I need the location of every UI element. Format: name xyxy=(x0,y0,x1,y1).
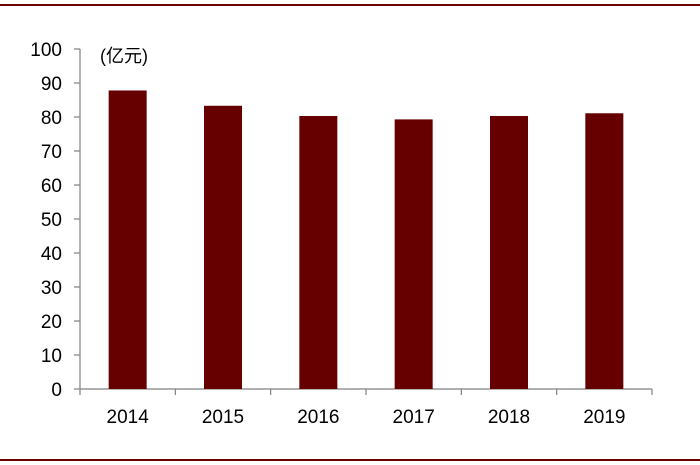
y-tick-label: 70 xyxy=(41,142,62,163)
y-tick-label: 100 xyxy=(30,40,62,61)
bar-2014 xyxy=(108,90,147,389)
x-tick-label: 2016 xyxy=(297,407,339,428)
x-tick-label: 2019 xyxy=(583,407,625,428)
bar-2016 xyxy=(299,115,338,389)
bottom-rule xyxy=(0,459,700,461)
x-tick-label: 2018 xyxy=(488,407,530,428)
y-tick-label: 90 xyxy=(41,74,62,95)
x-tick-label: 2014 xyxy=(107,407,150,428)
y-tick-label: 40 xyxy=(41,244,62,265)
bars xyxy=(108,90,624,389)
bar-2019 xyxy=(585,113,624,389)
bar-2018 xyxy=(490,115,528,389)
y-axis: 0 10 20 30 40 50 60 70 80 90 100 xyxy=(30,40,81,401)
y-tick-label: 30 xyxy=(41,278,62,299)
x-tick-label: 2015 xyxy=(202,407,244,428)
x-tick-label: 2017 xyxy=(393,407,435,428)
y-tick-label: 80 xyxy=(41,108,62,129)
y-tick-label: 20 xyxy=(41,312,62,333)
y-tick-label: 0 xyxy=(51,380,62,401)
x-axis: 2014 2015 2016 2017 2018 2019 xyxy=(79,388,653,428)
bar-2017 xyxy=(394,119,433,389)
unit-label: (亿元) xyxy=(100,46,148,66)
y-tick-label: 60 xyxy=(41,176,62,197)
y-tick-label: 10 xyxy=(41,346,62,367)
bar-2015 xyxy=(204,105,242,389)
y-tick-label: 50 xyxy=(41,210,62,231)
top-rule xyxy=(0,4,700,6)
